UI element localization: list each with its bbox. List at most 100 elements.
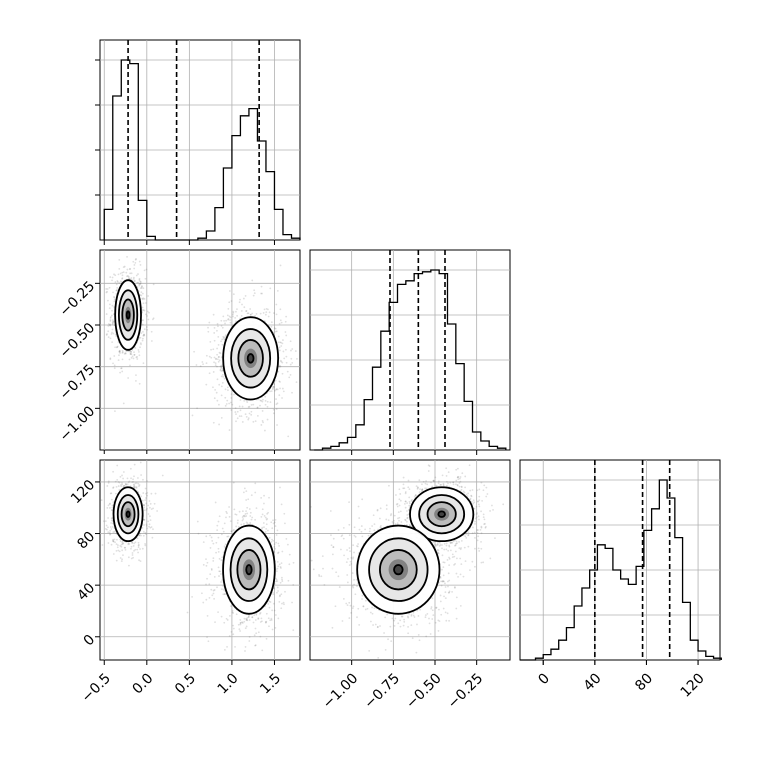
scatter-point [142,297,145,300]
scatter-point [141,285,143,287]
scatter-point [282,350,285,353]
scatter-point [254,644,257,647]
scatter-point [134,258,137,261]
scatter-point [286,370,289,373]
scatter-point [453,539,456,542]
scatter-point [455,557,458,560]
scatter-point [205,598,208,601]
scatter-point [456,476,459,479]
scatter-point [118,350,121,353]
scatter-point [114,274,117,277]
scatter-point [446,484,448,487]
scatter-point [285,355,288,358]
scatter-point [243,399,246,402]
scatter-point [272,602,275,605]
scatter-point [205,362,208,365]
scatter-point [150,526,153,528]
scatter-point [275,580,277,583]
scatter-point [119,557,122,559]
scatter-point [273,545,276,548]
scatter-point [476,500,479,503]
scatter-point [477,529,479,531]
scatter-point [249,308,252,310]
scatter-point [243,306,246,309]
scatter-point [226,619,229,621]
scatter-point [266,405,269,408]
scatter-point [253,614,256,617]
scatter-point [402,487,405,490]
scatter-point [255,507,258,510]
scatter-point [154,492,157,495]
scatter-point [130,557,133,560]
scatter-point [121,358,124,361]
scatter-point [206,561,209,564]
scatter-point [121,277,124,280]
scatter-point [262,522,265,524]
scatter-point [111,509,113,511]
scatter-point [140,281,142,283]
scatter-point [115,559,118,562]
scatter-point [116,538,118,541]
scatter-point [119,352,121,354]
scatter-point [106,506,109,509]
scatter-point [133,354,136,356]
scatter-point [422,480,425,483]
scatter-point [478,499,481,502]
scatter-point [139,346,141,349]
scatter-point [211,540,214,542]
scatter-point [480,547,483,550]
scatter-point [281,397,283,399]
scatter-point [288,553,291,556]
scatter-point [107,330,110,333]
scatter-point [234,513,237,516]
scatter-point [289,363,292,366]
scatter-point [264,516,267,519]
scatter-point [364,599,367,602]
scatter-point [442,484,445,486]
histogram-panel-1 [309,249,511,455]
scatter-point [241,421,244,423]
scatter-point [138,485,140,488]
scatter-point [232,393,235,396]
scatter-point [116,546,119,549]
scatter-point [129,352,132,355]
contour-line [236,549,262,591]
scatter-point [212,557,215,560]
scatter-point [242,518,245,520]
scatter-point [242,515,245,517]
scatter-point [281,361,284,364]
scatter-point [404,518,406,521]
scatter-point [265,527,268,530]
scatter-point [214,362,217,365]
scatter-point [96,505,98,507]
scatter-point [236,308,238,311]
scatter-point [210,356,213,359]
scatter-point [261,620,263,623]
scatter-point [260,617,263,620]
scatter-point [106,528,108,531]
scatter-point [230,530,233,533]
scatter-point [281,602,283,605]
scatter-point [212,371,215,373]
scatter-point [260,399,263,402]
scatter-point [113,530,116,533]
scatter-point [247,616,250,618]
scatter-point [133,267,136,270]
scatter-point [312,568,315,571]
scatter-point [400,615,403,618]
scatter-point [251,279,254,282]
scatter-point [431,597,434,600]
scatter-point [279,566,282,568]
scatter-point [221,367,224,370]
scatter-point [133,485,136,488]
scatter-point [474,517,477,520]
scatter-point [272,519,274,522]
scatter-point [213,589,216,591]
scatter-point [220,340,222,343]
scatter-point [260,663,262,665]
scatter-point [279,264,282,267]
scatter-point [253,292,256,295]
scatter-point [447,482,449,485]
scatter-point [434,476,437,479]
scatter-point [229,520,232,523]
